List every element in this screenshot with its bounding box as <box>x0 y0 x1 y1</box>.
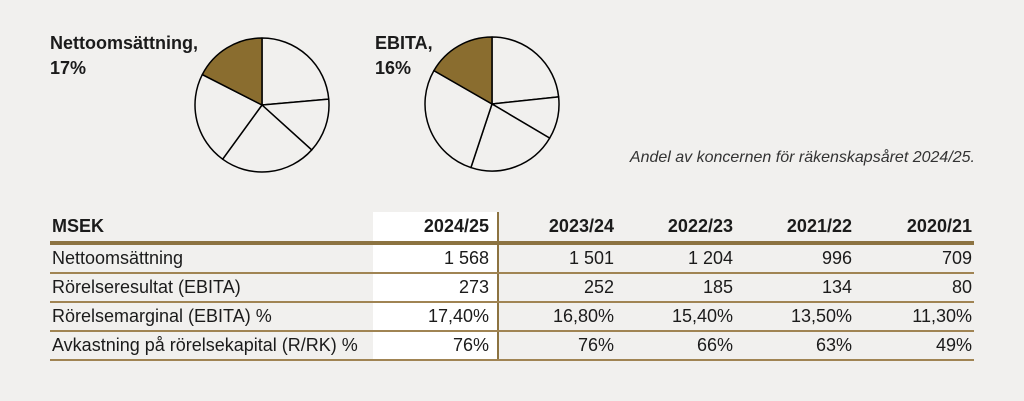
cell-value: 49% <box>860 331 974 361</box>
cell-value: 76% <box>498 331 622 361</box>
cell-value: 11,30% <box>860 302 974 332</box>
nettoomsattning-pie-label-line2: 17% <box>50 58 87 78</box>
cell-value: 1 204 <box>622 243 741 274</box>
table-header-row: MSEK 2024/25 2023/24 2022/23 2021/22 202… <box>50 212 974 245</box>
row-label: Nettoomsättning <box>50 243 373 274</box>
cell-value: 66% <box>622 331 741 361</box>
cell-value: 80 <box>860 273 974 303</box>
ebita-pie-label-line1: EBITA, <box>375 33 433 53</box>
header-msek: MSEK <box>50 212 373 245</box>
cell-value: 76% <box>373 331 499 361</box>
cell-value: 134 <box>741 273 860 303</box>
cell-value: 13,50% <box>741 302 860 332</box>
caption: Andel av koncernen för räkenskapsåret 20… <box>629 149 975 166</box>
cell-value: 273 <box>373 273 499 303</box>
cell-value: 1 501 <box>498 243 622 274</box>
cell-value: 16,80% <box>498 302 622 332</box>
nettoomsattning-pie-label-line1: Nettoomsättning, <box>50 33 198 53</box>
cell-value: 63% <box>741 331 860 361</box>
table-row: Nettoomsättning 1 568 1 501 1 204 996 70… <box>50 243 974 274</box>
cell-value: 17,40% <box>373 302 499 332</box>
header-year-2022-23: 2022/23 <box>622 212 741 245</box>
header-year-2021-22: 2021/22 <box>741 212 860 245</box>
cell-value: 1 568 <box>373 243 499 274</box>
header-year-2023-24: 2023/24 <box>498 212 622 245</box>
cell-value: 709 <box>860 243 974 274</box>
row-label: Avkastning på rörelsekapital (R/RK) % <box>50 331 373 361</box>
table-row: Rörelseresultat (EBITA) 273 252 185 134 … <box>50 273 974 303</box>
cell-value: 185 <box>622 273 741 303</box>
cell-value: 15,40% <box>622 302 741 332</box>
row-label: Rörelseresultat (EBITA) <box>50 273 373 303</box>
cell-value: 996 <box>741 243 860 274</box>
table-row: Rörelsemarginal (EBITA) % 17,40% 16,80% … <box>50 302 974 332</box>
header-year-2024-25: 2024/25 <box>373 212 499 245</box>
cell-value: 252 <box>498 273 622 303</box>
nettoomsattning-pie-chart <box>194 37 330 173</box>
row-label: Rörelsemarginal (EBITA) % <box>50 302 373 332</box>
ebita-pie-label: EBITA, 16% <box>375 31 433 81</box>
ebita-pie-label-line2: 16% <box>375 58 412 78</box>
header-year-2020-21: 2020/21 <box>860 212 974 245</box>
ebita-pie-chart <box>424 36 560 172</box>
nettoomsattning-pie-label: Nettoomsättning, 17% <box>50 31 198 81</box>
table-row: Avkastning på rörelsekapital (R/RK) % 76… <box>50 331 974 361</box>
financial-summary-table: MSEK 2024/25 2023/24 2022/23 2021/22 202… <box>50 212 974 361</box>
